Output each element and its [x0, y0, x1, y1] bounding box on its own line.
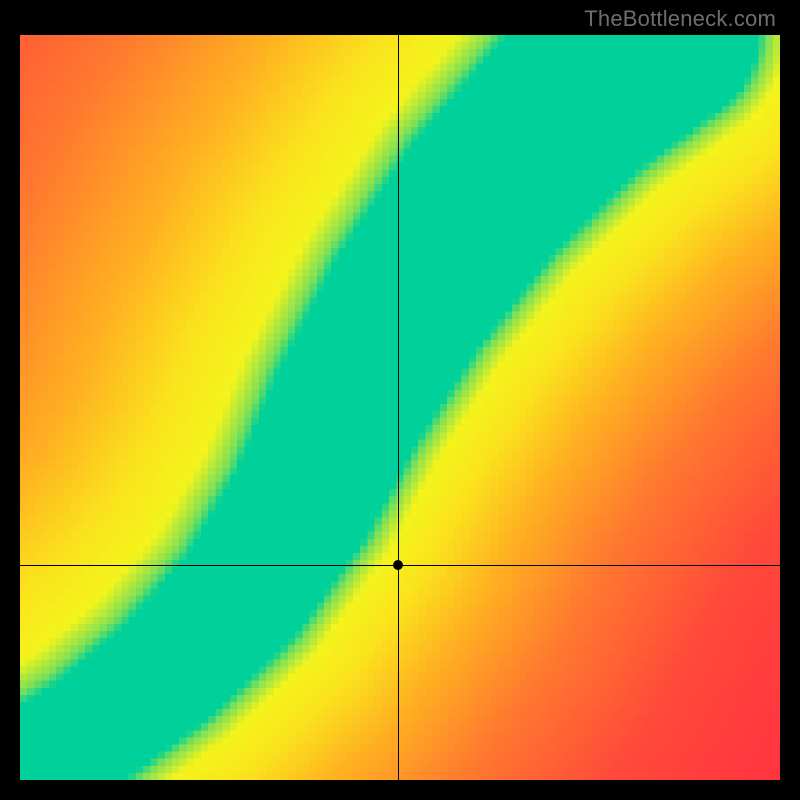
chart-frame: TheBottleneck.com — [0, 0, 800, 800]
crosshair-marker — [393, 560, 403, 570]
crosshair-vertical — [398, 35, 399, 780]
bottleneck-heatmap — [20, 35, 780, 780]
watermark-text: TheBottleneck.com — [584, 6, 776, 32]
